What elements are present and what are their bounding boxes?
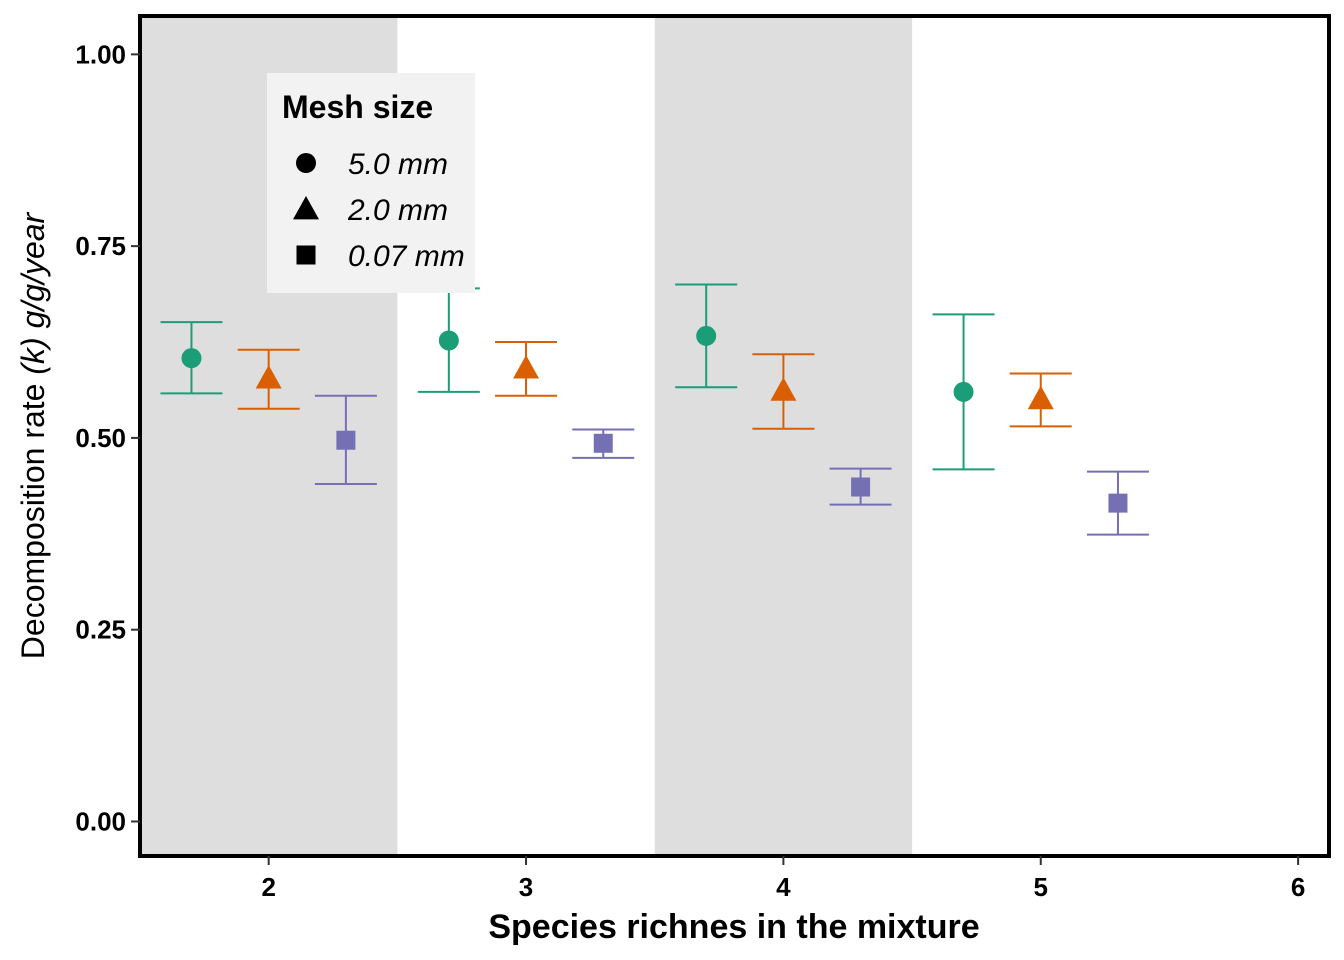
shaded-band-2 [654,16,913,856]
legend-title: Mesh size [282,89,433,125]
data-point [181,348,202,369]
data-point [255,365,282,389]
legend-key-circle [296,153,316,173]
x-tick-label: 5 [1034,872,1048,902]
legend-label: 5.0 mm [348,148,448,181]
data-point [1027,385,1054,410]
series-square [314,394,1149,536]
data-point [513,355,540,379]
data-marks [160,283,1149,536]
legend: Mesh size 5.0 mm 2.0 mm 0.07 mm [267,73,475,293]
y-tick-label: 1.00 [75,39,126,69]
y-axis-title: Decomposition rate (k) g/g/year [15,211,51,659]
legend-key-triangle [293,196,319,220]
legend-items: 5.0 mm 2.0 mm 0.07 mm [293,148,465,273]
data-point [438,330,459,351]
legend-label: 2.0 mm [347,194,448,227]
y-axis-title-unit: g/g/year [15,211,51,328]
legend-key-square [296,245,316,265]
y-tick-label: 0.50 [75,423,126,453]
series-circle [160,283,995,471]
x-axis-title: Species richnes in the mixture [488,908,979,946]
x-tick-label: 3 [519,872,533,902]
plot-frame [138,14,1331,858]
y-tick-label: 0.25 [75,615,126,645]
shaded-bands [140,16,913,856]
y-axis-title-space [15,328,51,337]
y-tick-label: 0.00 [75,806,126,836]
y-axis-title-main: Decomposition rate [15,375,51,660]
data-point [336,430,356,450]
data-point [770,377,797,401]
x-tick-label: 6 [1291,872,1305,902]
series-triangle [237,341,1072,430]
x-axis: 2 3 4 5 6 [261,856,1305,902]
y-tick-label: 0.75 [75,231,126,261]
legend-label: 0.07 mm [348,240,465,273]
data-point [696,325,717,346]
data-point [1108,493,1128,513]
data-point [593,433,613,453]
x-tick-label: 2 [261,872,275,902]
y-axis: 0.00 0.25 0.50 0.75 1.00 [75,39,140,836]
data-point [851,477,871,497]
y-axis-title-k: (k) [15,337,51,374]
x-tick-label: 4 [776,872,791,902]
data-point [953,381,974,402]
